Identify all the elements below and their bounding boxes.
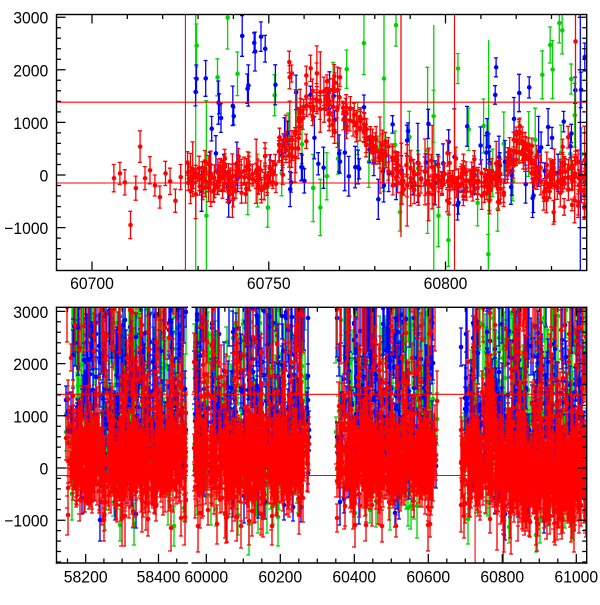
svg-text:60750: 60750 [247, 274, 291, 293]
svg-text:0: 0 [40, 460, 49, 479]
svg-text:3000: 3000 [13, 9, 48, 28]
svg-text:60700: 60700 [70, 274, 114, 293]
svg-text:2000: 2000 [13, 61, 48, 80]
svg-text:61000: 61000 [554, 567, 598, 586]
svg-text:0: 0 [40, 167, 49, 186]
svg-text:1000: 1000 [13, 407, 48, 426]
svg-text:60800: 60800 [424, 274, 468, 293]
svg-text:60600: 60600 [406, 567, 450, 586]
svg-text:3000: 3000 [13, 303, 48, 322]
svg-text:60200: 60200 [258, 567, 302, 586]
svg-text:−1000: −1000 [4, 219, 48, 238]
svg-text:−1000: −1000 [4, 512, 48, 531]
svg-text:58200: 58200 [64, 567, 108, 586]
svg-text:1000: 1000 [13, 114, 48, 133]
svg-text:60800: 60800 [480, 567, 524, 586]
svg-text:58400: 58400 [137, 567, 181, 586]
svg-text:60400: 60400 [332, 567, 376, 586]
svg-text:2000: 2000 [13, 355, 48, 374]
svg-text:60000: 60000 [184, 567, 228, 586]
